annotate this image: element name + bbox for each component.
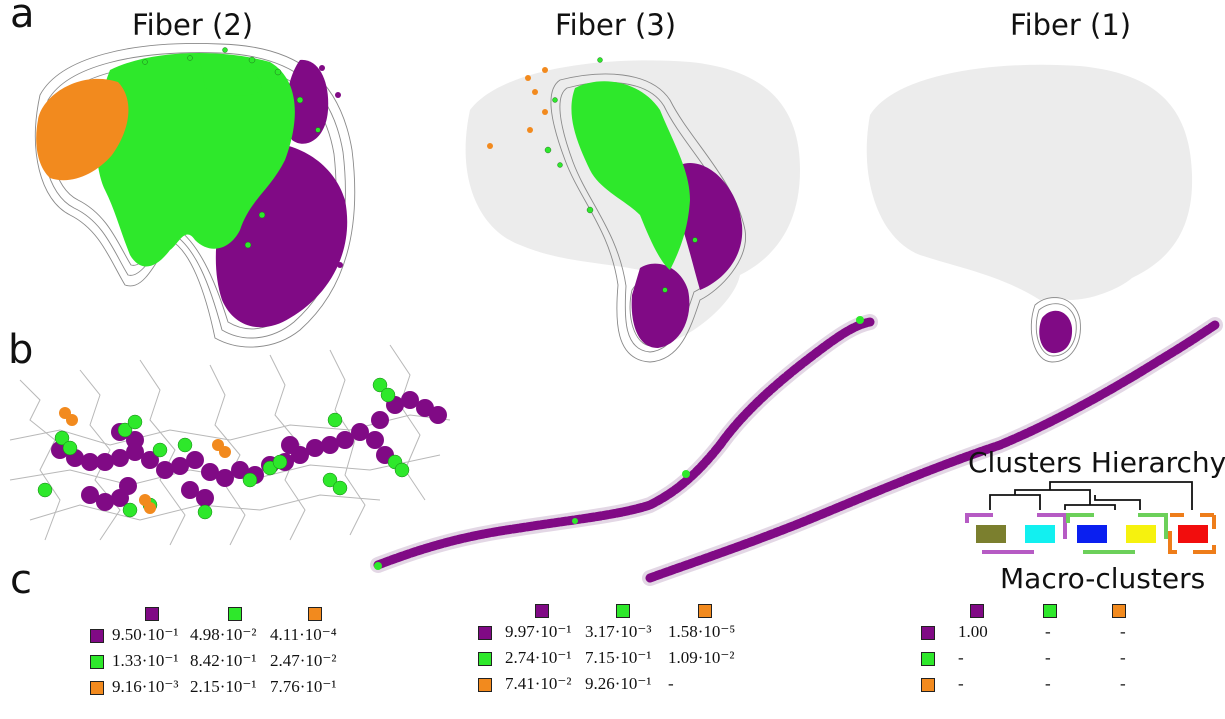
matrix-1-header-orange-swatch [308,607,322,621]
matrix-2-row-purple-swatch [478,626,492,640]
matrix-1-cell: 2.15·10⁻¹ [190,677,257,696]
fiber-2-green-cluster [96,52,295,267]
matrix-1-row-green-swatch [90,655,104,669]
matrix-1-cell: 1.33·10⁻¹ [112,651,179,670]
fiber-3-green-scatter [544,57,698,293]
fiber-3-orange-scatter [487,67,548,149]
fiber-1-silhouette [866,64,1193,301]
fiber-3-green-residues [374,316,864,570]
matrix-2-cell: 1.09·10⁻² [668,648,735,667]
cluster-box-olive [976,525,1006,543]
matrix-3-cell: - [1120,648,1126,667]
fiber-1-density-plot [866,64,1193,363]
cluster-box-red [1178,525,1208,543]
matrix-2-cell: 9.97·10⁻¹ [505,622,572,641]
matrix-1-row-purple-swatch [90,629,104,643]
fiber-1-purple-cluster [1039,310,1073,354]
matrix-3-cell: 1.00 [958,622,988,641]
matrix-3-cell: - [1045,674,1051,693]
matrix-3-row-orange-swatch [921,678,935,692]
cluster-box-cyan [1025,525,1055,543]
matrix-2-header-purple-swatch [535,604,549,618]
fiber-2-side-chains [9,344,451,546]
fiber-1-contours [1030,297,1081,363]
fiber-2-orange-residues [59,407,231,514]
clusters-hierarchy-title: Clusters Hierarchy [968,446,1225,479]
matrix-2-row-green-swatch [478,652,492,666]
matrix-1-cell: 7.76·10⁻¹ [270,677,337,696]
matrix-2-cell: 9.26·10⁻¹ [585,674,652,693]
fiber-2-orange-cluster [36,78,129,181]
matrix-3-cell: - [1120,622,1126,641]
matrix-2-cell: - [668,674,674,693]
matrix-3-header-green-swatch [1043,604,1057,618]
panel-letter-a: a [10,0,35,37]
matrix-2-cell: 2.74·10⁻¹ [505,648,572,667]
matrix-1-cell: 9.16·10⁻³ [112,677,179,696]
matrix-1-header-purple-swatch [145,607,159,621]
matrix-3-cell: - [958,648,964,667]
fiber-2-green-scatter [142,47,321,249]
matrix-2-header-green-swatch [616,604,630,618]
panel-letter-c: c [10,557,32,603]
matrix-3-row-green-swatch [921,652,935,666]
clusters-dendrogram [989,481,1193,510]
matrix-3-cell: - [1120,674,1126,693]
fiber-1-title: Fiber (1) [1010,8,1132,42]
fiber-3-title: Fiber (3) [555,8,677,42]
matrix-2-row-orange-swatch [478,678,492,692]
matrix-3-header-orange-swatch [1112,604,1126,618]
matrix-3-cell: - [1045,648,1051,667]
matrix-2-cell: 7.15·10⁻¹ [585,648,652,667]
macro-clusters-title: Macro-clusters [1000,562,1206,595]
fiber-2-backbone [51,391,447,511]
matrix-3-header-purple-swatch [970,604,984,618]
matrix-3-cell: - [958,674,964,693]
matrix-1-header-green-swatch [228,607,242,621]
matrix-1-row-orange-swatch [90,681,104,695]
matrix-3-cell: - [1045,622,1051,641]
matrix-2-header-orange-swatch [698,604,712,618]
fiber-2-purple-scatter [217,65,343,321]
matrix-2-cell: 3.17·10⁻³ [585,622,652,641]
fiber-3-molecular-snapshot [370,314,878,573]
matrix-1-cell: 2.47·10⁻² [270,651,337,670]
matrix-2-cell: 7.41·10⁻² [505,674,572,693]
matrix-1-cell: 4.98·10⁻² [190,625,257,644]
fiber-2-title: Fiber (2) [132,8,254,42]
panel-letter-b: b [8,327,34,373]
macro-cluster-brackets [965,513,1216,554]
matrix-1-cell: 9.50·10⁻¹ [112,625,179,644]
matrix-3-row-purple-swatch [921,626,935,640]
cluster-box-yellow [1126,525,1156,543]
fiber-2-green-residues [37,377,410,520]
fiber-1-molecular-snapshot [642,317,1223,586]
matrix-1-cell: 4.11·10⁻⁴ [270,625,337,644]
matrix-1-cell: 8.42·10⁻¹ [190,651,257,670]
fiber-2-molecular-snapshot [9,344,451,546]
cluster-box-blue [1077,525,1107,543]
fiber-3-green-cluster [571,81,690,270]
matrix-2-cell: 1.58·10⁻⁵ [668,622,736,641]
